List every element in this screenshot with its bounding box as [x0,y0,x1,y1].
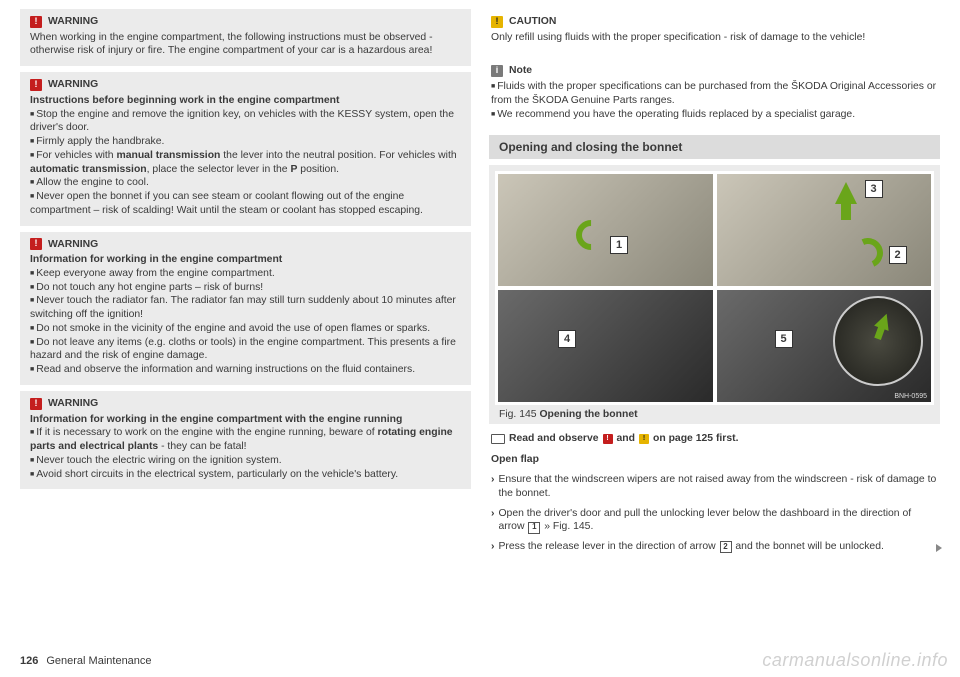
step-2: › Open the driver's door and pull the un… [489,507,940,534]
w2-b5: Never open the bonnet if you can see ste… [30,190,461,217]
w3-b4: Do not smoke in the vicinity of the engi… [30,322,461,336]
page-columns: ! WARNING When working in the engine com… [0,0,960,554]
step-3: › Press the release lever in the directi… [489,540,940,554]
caution-icon: ! [639,434,649,444]
w3-b5: Do not leave any items (e.g. cloths or t… [30,336,461,363]
page-footer: 126 General Maintenance [20,655,152,667]
marker-5: 5 [775,330,793,348]
warning-1-label: WARNING [48,15,98,29]
w3-b6: Read and observe the information and war… [30,363,461,377]
w4-b1: If it is necessary to work on the engine… [30,426,461,453]
warning-3-label: WARNING [48,238,98,252]
caution-head: ! CAUTION [491,15,938,29]
warning-icon: ! [30,79,42,91]
warning-4-title: Information for working in the engine co… [30,413,461,427]
warning-4-head: ! WARNING [30,397,461,411]
figure-grid: 1 3 2 4 5 BNH-0595 [495,171,934,405]
warning-icon: ! [30,398,42,410]
continue-icon [936,544,942,552]
warning-icon: ! [30,238,42,250]
w4-b3: Avoid short circuits in the electrical s… [30,468,461,482]
arrow-icon [848,234,886,272]
figure-code: BNH-0595 [894,393,927,400]
chevron-icon: › [491,473,494,500]
chevron-icon: › [491,540,494,554]
warning-box-2: ! WARNING Instructions before beginning … [20,72,471,225]
note-b2: We recommend you have the operating flui… [491,108,938,122]
read-first-line: Read and observe ! and ! on page 125 fir… [489,430,940,447]
marker-2: 2 [889,246,907,264]
left-column: ! WARNING When working in the engine com… [20,9,471,554]
figure-145: 1 3 2 4 5 BNH-0595 Fi [489,165,940,424]
open-flap-heading: Open flap [489,453,940,467]
w3-b1: Keep everyone away from the engine compa… [30,267,461,281]
note-head: i Note [491,64,938,78]
caution-icon: ! [491,16,503,28]
ref-box-2: 2 [720,541,732,553]
warning-icon: ! [603,434,613,444]
w2-b4: Allow the engine to cool. [30,176,461,190]
warning-icon: ! [30,16,42,28]
warning-4-label: WARNING [48,397,98,411]
warning-box-4: ! WARNING Information for working in the… [20,391,471,489]
fig-cell-3: 4 [498,290,713,402]
fig-cell-4: 5 BNH-0595 [717,290,932,402]
caution-box: ! CAUTION Only refill using fluids with … [489,9,940,52]
warning-1-head: ! WARNING [30,15,461,29]
warning-box-1: ! WARNING When working in the engine com… [20,9,471,66]
warning-2-title: Instructions before beginning work in th… [30,94,461,108]
ref-box-1: 1 [528,522,540,534]
warning-box-3: ! WARNING Information for working in the… [20,232,471,385]
warning-1-body: When working in the engine compartment, … [30,31,461,58]
note-box: i Note Fluids with the proper specificat… [489,58,940,129]
arrow-icon [835,182,857,204]
note-label: Note [509,64,532,78]
fig-cell-1: 1 [498,174,713,286]
fig-cell-2: 3 2 [717,174,932,286]
chevron-icon: › [491,507,494,534]
section-title: Opening and closing the bonnet [489,135,940,159]
detail-circle [833,296,923,386]
figure-caption: Fig. 145 Opening the bonnet [495,405,934,422]
w2-b2: Firmly apply the handbrake. [30,135,461,149]
note-icon: i [491,65,503,77]
page-number: 126 [20,655,38,667]
right-column: ! CAUTION Only refill using fluids with … [489,9,940,554]
note-b1: Fluids with the proper specifications ca… [491,80,938,107]
w2-b1: Stop the engine and remove the ignition … [30,108,461,135]
chapter-name: General Maintenance [46,655,151,667]
caution-body: Only refill using fluids with the proper… [491,31,938,45]
step-1: › Ensure that the windscreen wipers are … [489,473,940,500]
warning-2-label: WARNING [48,78,98,92]
caution-label: CAUTION [509,15,556,29]
marker-1: 1 [610,236,628,254]
warning-3-title: Information for working in the engine co… [30,253,461,267]
warning-2-head: ! WARNING [30,78,461,92]
book-icon [491,434,505,444]
marker-4: 4 [558,330,576,348]
warning-3-head: ! WARNING [30,238,461,252]
w4-b2: Never touch the electric wiring on the i… [30,454,461,468]
w3-b2: Do not touch any hot engine parts – risk… [30,281,461,295]
arrow-icon [570,214,612,256]
marker-3: 3 [865,180,883,198]
w2-b3: For vehicles with manual transmission th… [30,149,461,176]
w3-b3: Never touch the radiator fan. The radiat… [30,294,461,321]
watermark: carmanualsonline.info [762,650,948,671]
